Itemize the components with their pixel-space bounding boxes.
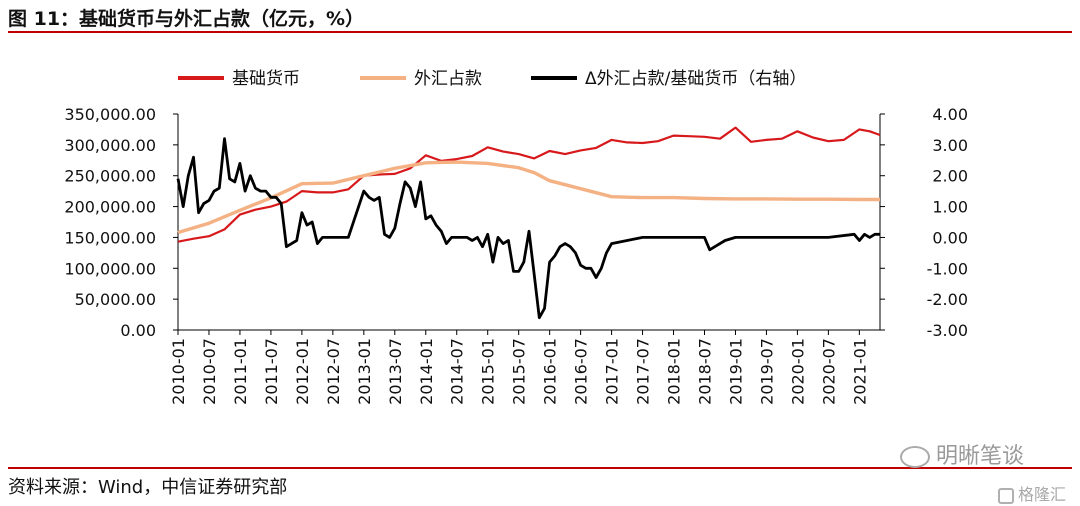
x-tick-label: 2012-01 — [293, 338, 312, 405]
right-tick-label: -2.00 — [927, 290, 968, 309]
left-tick-label: 50,000.00 — [75, 290, 156, 309]
gelonghui-logo-icon — [998, 487, 1014, 504]
x-tick-label: 2010-01 — [169, 338, 188, 405]
x-tick-label: 2017-01 — [603, 338, 622, 405]
x-tick-label: 2020-01 — [788, 338, 807, 405]
right-tick-label: 4.00 — [932, 105, 968, 124]
left-tick-label: 150,000.00 — [64, 228, 156, 247]
x-tick-label: 2015-07 — [510, 338, 529, 405]
left-tick-label: 250,000.00 — [64, 167, 156, 186]
x-tick-label: 2020-07 — [819, 338, 838, 405]
legend-label: 基础货币 — [232, 69, 300, 89]
left-tick-label: 200,000.00 — [64, 198, 156, 217]
series-line-fx-change-ratio — [176, 137, 880, 320]
x-tick-label: 2017-07 — [634, 338, 653, 405]
x-tick-label: 2011-01 — [231, 338, 250, 405]
x-tick-label: 2016-07 — [572, 338, 591, 405]
right-tick-label: -1.00 — [927, 259, 968, 278]
x-tick-label: 2010-07 — [200, 338, 219, 405]
right-tick-label: 2.00 — [932, 167, 968, 186]
left-tick-label: 100,000.00 — [64, 259, 156, 278]
bottom-divider — [8, 467, 1072, 469]
wechat-icon — [900, 446, 930, 468]
x-tick-label: 2018-07 — [696, 338, 715, 405]
left-tick-label: 300,000.00 — [64, 136, 156, 155]
series-line-base-money — [177, 126, 881, 243]
x-tick-label: 2015-01 — [479, 338, 498, 405]
x-tick-label: 2013-07 — [386, 338, 405, 405]
x-tick-label: 2021-01 — [850, 338, 869, 405]
right-tick-label: 1.00 — [932, 198, 968, 217]
legend-label: 外汇占款 — [414, 69, 482, 89]
x-tick-label: 2014-07 — [448, 338, 467, 405]
right-tick-label: 3.00 — [932, 136, 968, 155]
x-tick-label: 2014-01 — [417, 338, 436, 405]
watermark-primary-text: 明晰笔谈 — [936, 444, 1025, 469]
x-tick-label: 2018-01 — [665, 338, 684, 405]
right-tick-label: 0.00 — [932, 228, 968, 247]
x-tick-label: 2011-07 — [262, 338, 281, 405]
left-tick-label: 350,000.00 — [64, 105, 156, 124]
x-tick-label: 2012-07 — [324, 338, 343, 405]
line-chart: 0.00 50,000.00 100,000.00 150,000.00 200,000… — [64, 69, 968, 405]
watermark-primary: 明晰笔谈 — [900, 438, 1024, 470]
top-divider — [8, 31, 1072, 33]
chart-title: 图 11：基础货币与外汇占款（亿元，%） — [8, 8, 365, 30]
series-line-fx-reserve — [177, 160, 880, 235]
legend-label: Δ外汇占款/基础货币（右轴） — [585, 69, 806, 89]
right-tick-label: -3.00 — [927, 321, 968, 340]
source-note: 资料来源：Wind，中信证券研究部 — [8, 477, 288, 498]
watermark-secondary-text: 格隆汇 — [1018, 485, 1067, 504]
x-tick-label: 2019-01 — [726, 338, 745, 405]
x-tick-label: 2016-01 — [541, 338, 560, 405]
watermark-secondary: 格隆汇 — [998, 481, 1066, 505]
x-tick-label: 2013-01 — [355, 338, 374, 405]
x-tick-label: 2019-07 — [757, 338, 776, 405]
left-tick-label: 0.00 — [120, 321, 156, 340]
